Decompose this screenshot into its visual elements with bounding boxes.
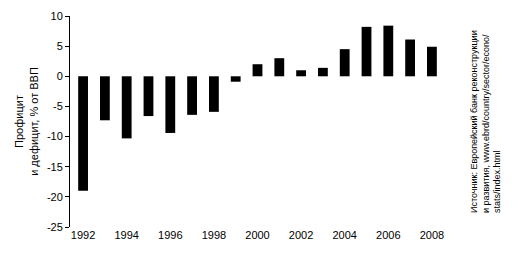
svg-text:-10: -10 — [47, 130, 63, 142]
svg-text:5: 5 — [57, 40, 63, 52]
svg-text:2006: 2006 — [376, 229, 400, 241]
svg-text:1998: 1998 — [202, 229, 226, 241]
svg-text:1992: 1992 — [71, 229, 95, 241]
svg-text:Профицити дефицит, % от ВВП: Профицити дефицит, % от ВВП — [13, 67, 39, 176]
svg-text:1996: 1996 — [158, 229, 182, 241]
svg-text:-20: -20 — [47, 191, 63, 203]
svg-text:10: 10 — [51, 10, 63, 22]
svg-text:Источник: Европейский банк рек: Источник: Европейский банк реконструкции… — [469, 30, 502, 213]
svg-text:1994: 1994 — [114, 229, 138, 241]
svg-text:0: 0 — [57, 70, 63, 82]
svg-text:-15: -15 — [47, 161, 63, 173]
svg-text:2008: 2008 — [420, 229, 444, 241]
svg-text:-25: -25 — [47, 221, 63, 233]
svg-text:-5: -5 — [53, 100, 63, 112]
svg-text:2002: 2002 — [289, 229, 313, 241]
svg-text:2004: 2004 — [332, 229, 356, 241]
svg-text:2000: 2000 — [245, 229, 269, 241]
